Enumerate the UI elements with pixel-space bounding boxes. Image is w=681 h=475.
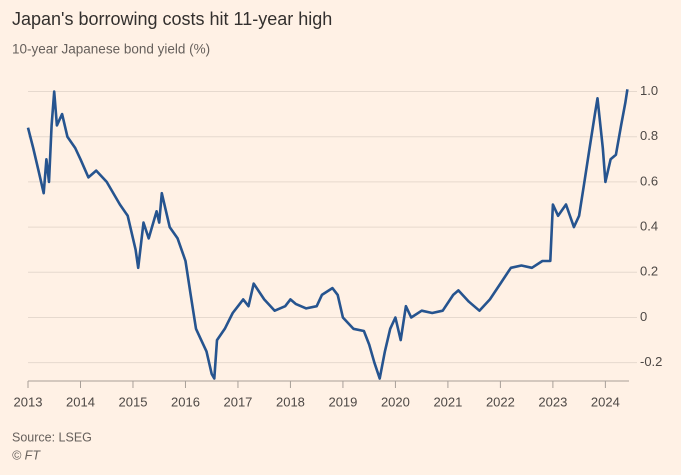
x-tick-label: 2021 bbox=[433, 394, 462, 409]
y-tick-label: 0.8 bbox=[640, 128, 658, 143]
x-tick-label: 2022 bbox=[486, 394, 515, 409]
source: Source: LSEG bbox=[12, 430, 92, 444]
chart-subtitle: 10-year Japanese bond yield (%) bbox=[12, 42, 210, 57]
credit: © FT bbox=[12, 448, 41, 462]
y-tick-label: 0 bbox=[640, 309, 647, 324]
y-tick-label: 0.4 bbox=[640, 219, 658, 234]
x-tick-label: 2017 bbox=[223, 394, 252, 409]
y-tick-label: 1.0 bbox=[640, 83, 658, 98]
y-tick-label: 0.6 bbox=[640, 173, 658, 188]
x-tick-label: 2023 bbox=[538, 394, 567, 409]
x-tick-label: 2015 bbox=[119, 394, 148, 409]
x-tick-label: 2016 bbox=[171, 394, 200, 409]
chart-title: Japan's borrowing costs hit 11-year high bbox=[12, 9, 332, 29]
line bbox=[26, 89, 629, 380]
y-tick-label: 0.2 bbox=[640, 264, 658, 279]
x-tick-label: 2024 bbox=[591, 394, 620, 409]
x-tick-label: 2014 bbox=[66, 394, 95, 409]
x-tick-label: 2019 bbox=[328, 394, 357, 409]
x-tick-label: 2013 bbox=[14, 394, 43, 409]
y-tick-label: -0.2 bbox=[640, 354, 662, 369]
x-tick-label: 2018 bbox=[276, 394, 305, 409]
x-tick-label: 2020 bbox=[381, 394, 410, 409]
